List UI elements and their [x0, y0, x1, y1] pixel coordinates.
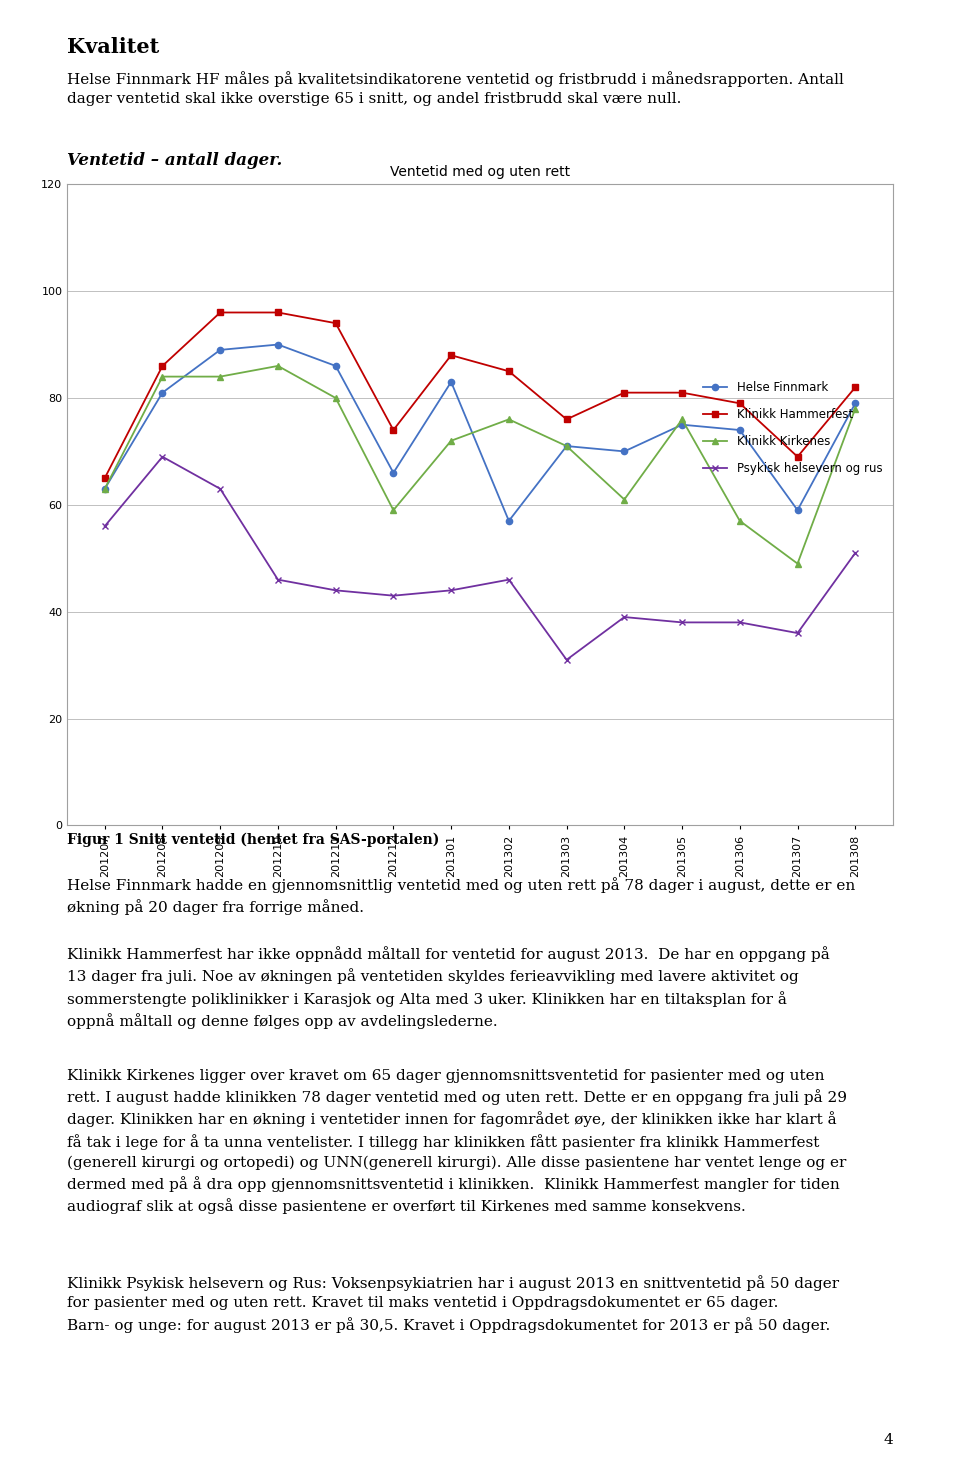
- Klinikk Hammerfest: [273, 304, 284, 321]
- Psykisk helsevern og rus: [676, 613, 687, 631]
- Line: Helse Finnmark: Helse Finnmark: [102, 342, 858, 523]
- Klinikk Hammerfest: [618, 383, 630, 401]
- Legend: Helse Finnmark, Klinikk Hammerfest, Klinikk Kirkenes, Psykisk helsevern og rus: Helse Finnmark, Klinikk Hammerfest, Klin…: [699, 376, 887, 481]
- Klinikk Kirkenes: [734, 511, 746, 529]
- Psykisk helsevern og rus: [330, 582, 342, 600]
- Psykisk helsevern og rus: [792, 625, 804, 643]
- Text: Helse Finnmark hadde en gjennomsnittlig ventetid med og uten rett på 78 dager i : Helse Finnmark hadde en gjennomsnittlig …: [67, 877, 855, 915]
- Klinikk Kirkenes: [388, 501, 399, 519]
- Psykisk helsevern og rus: [561, 652, 572, 669]
- Psykisk helsevern og rus: [850, 544, 861, 562]
- Klinikk Hammerfest: [156, 357, 168, 374]
- Klinikk Kirkenes: [503, 411, 515, 429]
- Helse Finnmark: [618, 442, 630, 460]
- Text: Helse Finnmark HF måles på kvalitetsindikatorene ventetid og fristbrudd i måneds: Helse Finnmark HF måles på kvalitetsindi…: [67, 71, 844, 106]
- Helse Finnmark: [388, 464, 399, 482]
- Klinikk Kirkenes: [99, 481, 110, 498]
- Text: Figur 1 Snitt ventetid (hentet fra SAS-portalen): Figur 1 Snitt ventetid (hentet fra SAS-p…: [67, 833, 440, 848]
- Psykisk helsevern og rus: [156, 448, 168, 466]
- Klinikk Kirkenes: [273, 357, 284, 374]
- Helse Finnmark: [561, 438, 572, 455]
- Helse Finnmark: [156, 383, 168, 401]
- Psykisk helsevern og rus: [503, 570, 515, 588]
- Line: Psykisk helsevern og rus: Psykisk helsevern og rus: [102, 454, 858, 663]
- Klinikk Hammerfest: [734, 395, 746, 413]
- Klinikk Hammerfest: [388, 422, 399, 439]
- Klinikk Hammerfest: [561, 411, 572, 429]
- Psykisk helsevern og rus: [388, 587, 399, 604]
- Helse Finnmark: [503, 511, 515, 529]
- Psykisk helsevern og rus: [618, 609, 630, 626]
- Text: Klinikk Kirkenes ligger over kravet om 65 dager gjennomsnittsventetid for pasien: Klinikk Kirkenes ligger over kravet om 6…: [67, 1069, 848, 1215]
- Helse Finnmark: [792, 501, 804, 519]
- Helse Finnmark: [273, 336, 284, 354]
- Klinikk Kirkenes: [792, 554, 804, 572]
- Klinikk Hammerfest: [503, 363, 515, 380]
- Klinikk Kirkenes: [214, 368, 226, 386]
- Helse Finnmark: [734, 422, 746, 439]
- Klinikk Hammerfest: [792, 448, 804, 466]
- Klinikk Hammerfest: [850, 379, 861, 397]
- Helse Finnmark: [214, 340, 226, 358]
- Text: Klinikk Hammerfest har ikke oppnådd måltall for ventetid for august 2013.  De ha: Klinikk Hammerfest har ikke oppnådd målt…: [67, 946, 830, 1029]
- Klinikk Kirkenes: [850, 399, 861, 417]
- Psykisk helsevern og rus: [734, 613, 746, 631]
- Helse Finnmark: [676, 416, 687, 433]
- Title: Ventetid med og uten rett: Ventetid med og uten rett: [390, 165, 570, 178]
- Line: Klinikk Kirkenes: Klinikk Kirkenes: [102, 363, 858, 566]
- Psykisk helsevern og rus: [214, 481, 226, 498]
- Helse Finnmark: [445, 373, 457, 391]
- Klinikk Kirkenes: [445, 432, 457, 450]
- Text: Kvalitet: Kvalitet: [67, 37, 159, 57]
- Klinikk Hammerfest: [214, 304, 226, 321]
- Klinikk Kirkenes: [156, 368, 168, 386]
- Psykisk helsevern og rus: [445, 582, 457, 600]
- Helse Finnmark: [330, 357, 342, 374]
- Text: Ventetid – antall dager.: Ventetid – antall dager.: [67, 152, 282, 170]
- Klinikk Hammerfest: [99, 469, 110, 486]
- Klinikk Hammerfest: [445, 346, 457, 364]
- Text: Klinikk Psykisk helsevern og Rus: Voksenpsykiatrien har i august 2013 en snittve: Klinikk Psykisk helsevern og Rus: Voksen…: [67, 1275, 839, 1332]
- Klinikk Kirkenes: [676, 411, 687, 429]
- Klinikk Hammerfest: [330, 314, 342, 332]
- Psykisk helsevern og rus: [273, 570, 284, 588]
- Klinikk Kirkenes: [618, 491, 630, 509]
- Klinikk Kirkenes: [561, 438, 572, 455]
- Text: 4: 4: [883, 1434, 893, 1447]
- Line: Klinikk Hammerfest: Klinikk Hammerfest: [102, 310, 858, 481]
- Klinikk Hammerfest: [676, 383, 687, 401]
- Klinikk Kirkenes: [330, 389, 342, 407]
- Helse Finnmark: [850, 395, 861, 413]
- Helse Finnmark: [99, 481, 110, 498]
- Psykisk helsevern og rus: [99, 517, 110, 535]
